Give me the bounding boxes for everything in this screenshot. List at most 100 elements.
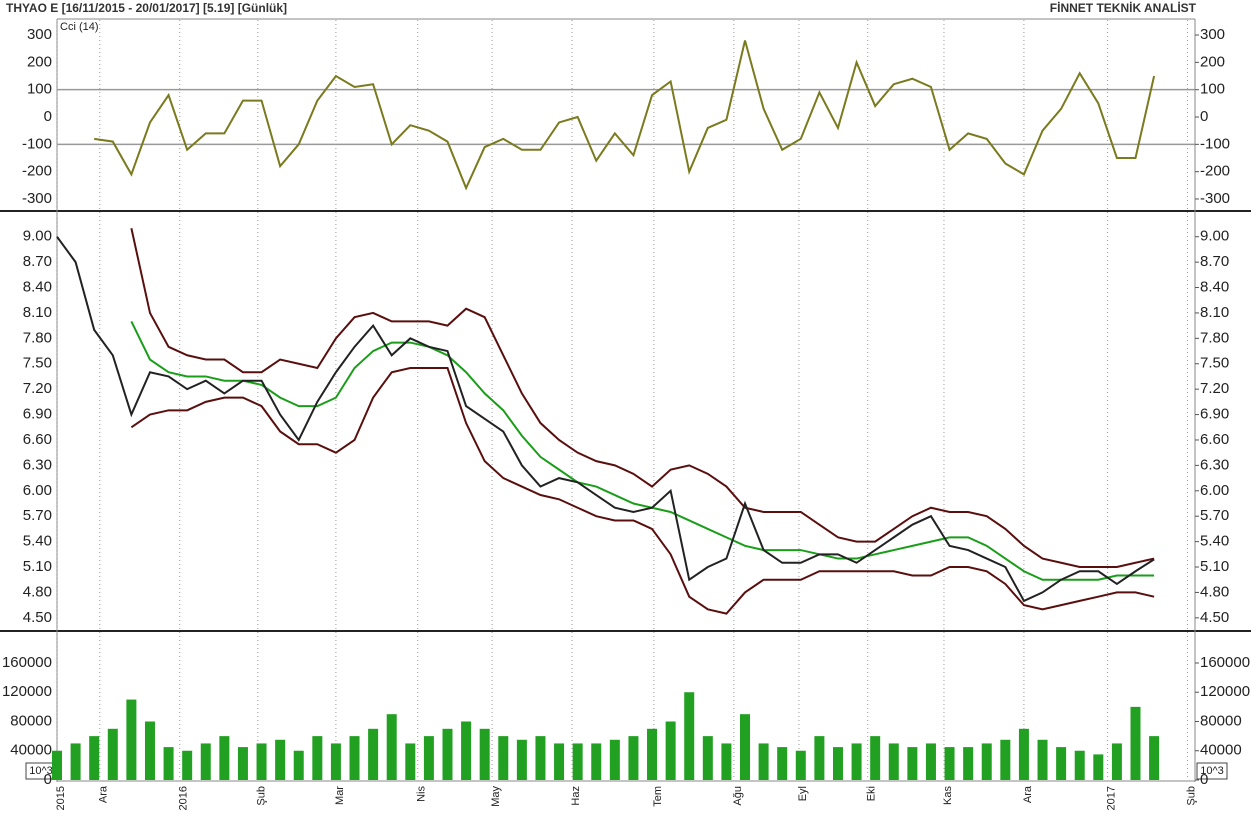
y-tick-label: 6.30 [23, 456, 52, 473]
series-line [130, 320, 1155, 581]
y-tick-label: 100 [27, 81, 52, 98]
volume-bar [293, 750, 304, 780]
volume-bar [479, 728, 490, 780]
volume-bar [163, 747, 174, 780]
y-tick-label: -200 [22, 163, 52, 180]
y-tick-label: 40000 [10, 742, 52, 759]
volume-bar [516, 739, 527, 780]
series-line [130, 228, 1155, 569]
x-tick-label: Ara [98, 785, 110, 803]
y-tick-label: 7.80 [1200, 329, 1229, 346]
volume-bar [368, 728, 379, 780]
series-line [94, 40, 1156, 191]
y-tick-label: 0 [1200, 108, 1208, 125]
volume-bar [312, 736, 323, 780]
y-tick-label: 4.50 [23, 609, 52, 626]
y-tick-label: 7.50 [23, 355, 52, 372]
y-tick-label: 5.70 [23, 507, 52, 524]
volume-bar [200, 743, 211, 780]
volume-bar [1130, 706, 1141, 780]
x-tick-label: 2017 [1106, 786, 1118, 810]
volume-bar [684, 692, 695, 780]
volume-bar [888, 743, 899, 780]
volume-bar [1093, 754, 1104, 780]
y-tick-label: -300 [22, 190, 52, 207]
y-tick-label: 6.00 [23, 482, 52, 499]
y-tick-label: 9.00 [23, 228, 52, 245]
y-tick-label: -100 [1200, 135, 1230, 152]
volume-bar [647, 728, 658, 780]
y-tick-label: 7.80 [23, 329, 52, 346]
volume-bar [219, 736, 230, 780]
y-tick-label: 80000 [1200, 712, 1242, 729]
volume-bar [144, 721, 155, 780]
y-tick-label: 5.40 [23, 533, 52, 550]
volume-bar [925, 743, 936, 780]
y-tick-label: 8.40 [1200, 278, 1229, 295]
y-tick-label: 7.20 [23, 380, 52, 397]
volume-bar [963, 747, 974, 780]
volume-bar [535, 736, 546, 780]
y-tick-label: -100 [22, 135, 52, 152]
y-tick-label: 7.20 [1200, 380, 1229, 397]
volume-bar [442, 728, 453, 780]
volume-bar [702, 736, 713, 780]
y-tick-label: 5.10 [23, 558, 52, 575]
y-tick-label: 40000 [1200, 742, 1242, 759]
volume-bar [237, 747, 248, 780]
series-line [56, 236, 1155, 603]
brand: FİNNET TEKNİK ANALİST [1050, 0, 1197, 15]
x-tick-label: Mar [334, 786, 346, 805]
series-line [130, 366, 1155, 615]
x-tick-label: Eyl [797, 786, 809, 801]
volume-bar [1056, 747, 1067, 780]
x-tick-label: Haz [570, 786, 582, 806]
volume-bar [572, 743, 583, 780]
volume-bar [981, 743, 992, 780]
volume-bar [758, 743, 769, 780]
unit-label: 10^3 [1200, 765, 1224, 777]
volume-bar [832, 747, 843, 780]
volume-bar [182, 750, 193, 780]
volume-bar [70, 743, 81, 780]
volume-bar [554, 743, 565, 780]
y-tick-label: 300 [27, 26, 52, 43]
y-tick-label: 5.70 [1200, 507, 1229, 524]
unit-box [1196, 762, 1228, 780]
y-tick-label: 300 [1200, 26, 1225, 43]
volume-bar [386, 714, 397, 780]
y-tick-label: 160000 [2, 654, 52, 671]
chart-title: THYAO E [16/11/2015 - 20/01/2017] [5.19]… [6, 1, 287, 15]
x-tick-label: Ara [1022, 785, 1034, 803]
volume-bar [498, 736, 509, 780]
volume-bar [609, 739, 620, 780]
y-tick-label: 8.40 [23, 278, 52, 295]
volume-bar [1074, 750, 1085, 780]
volume-bar [275, 739, 286, 780]
x-tick-label: Şub [1185, 786, 1197, 806]
volume-bar [461, 721, 472, 780]
x-tick-label: 2016 [178, 786, 190, 810]
volume-bar [777, 747, 788, 780]
volume-bar [107, 728, 118, 780]
volume-bar [665, 721, 676, 780]
volume-bar [126, 699, 137, 780]
y-tick-label: 8.10 [1200, 304, 1229, 321]
y-tick-label: 6.90 [1200, 406, 1229, 423]
y-tick-label: 8.70 [23, 253, 52, 270]
y-tick-label: 200 [27, 53, 52, 70]
y-tick-label: 8.10 [23, 304, 52, 321]
y-tick-label: 120000 [2, 683, 52, 700]
volume-bar [1037, 739, 1048, 780]
y-tick-label: 0 [44, 771, 52, 788]
volume-bar [591, 743, 602, 780]
volume-bar [907, 747, 918, 780]
x-tick-label: May [490, 786, 502, 807]
y-tick-label: 100 [1200, 81, 1225, 98]
volume-bar [1111, 743, 1122, 780]
x-tick-label: Tem [652, 786, 664, 807]
y-tick-label: 4.80 [23, 583, 52, 600]
y-tick-label: 5.10 [1200, 558, 1229, 575]
volume-bar [349, 736, 360, 780]
